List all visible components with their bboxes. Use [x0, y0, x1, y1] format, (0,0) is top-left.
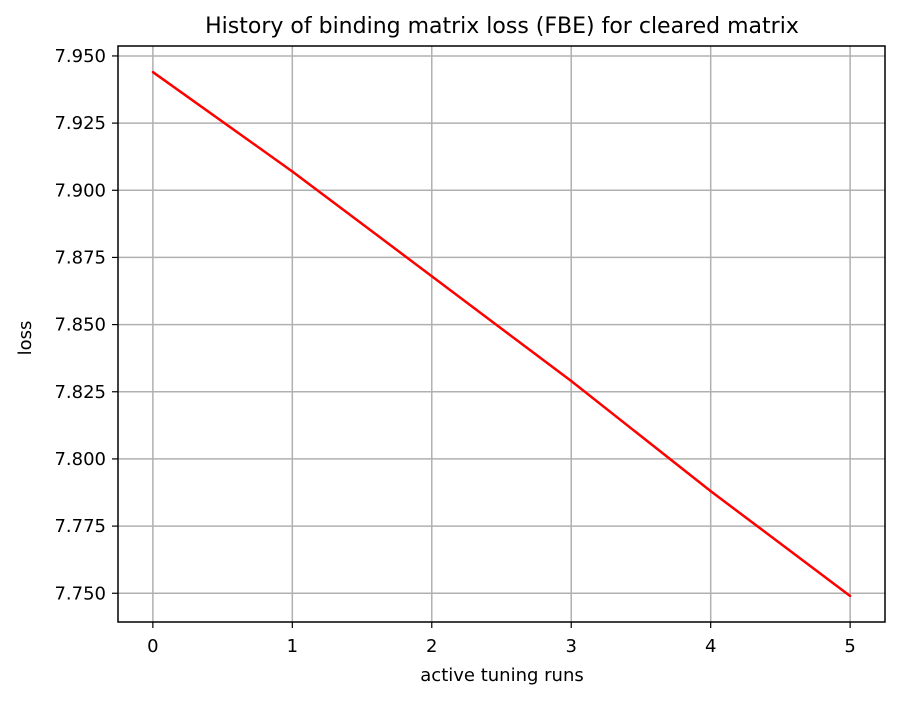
- y-tick-label: 7.900: [54, 180, 106, 201]
- y-tick-label: 7.850: [54, 315, 106, 336]
- x-tick-label: 3: [566, 636, 577, 657]
- data-point: [709, 489, 712, 493]
- y-tick-label: 7.875: [54, 247, 106, 268]
- y-tick-label: 7.775: [54, 516, 106, 537]
- y-tick-label: 7.825: [54, 382, 106, 403]
- x-tick-label: 5: [844, 636, 855, 657]
- y-tick-label: 7.800: [54, 449, 106, 470]
- x-tick-label: 1: [287, 636, 298, 657]
- y-axis-label: loss: [15, 321, 36, 356]
- chart-title: History of binding matrix loss (FBE) for…: [205, 14, 799, 39]
- data-point: [430, 275, 433, 278]
- y-tick-label: 7.750: [54, 583, 106, 604]
- plot-frame: [117, 45, 886, 623]
- x-axis: 0 1 2 3 4 5: [147, 622, 856, 657]
- x-axis-label: active tuning runs: [420, 665, 583, 686]
- y-tick-label: 7.925: [54, 113, 106, 134]
- data-point: [848, 594, 852, 598]
- grid: [118, 46, 885, 622]
- y-axis: 7.750 7.775 7.800 7.825 7.850 7.875 7.900 7.925…: [54, 46, 118, 604]
- x-tick-label: 0: [147, 636, 158, 657]
- x-tick-label: 4: [705, 636, 716, 657]
- series-layer: [151, 70, 852, 598]
- data-point: [291, 170, 294, 173]
- x-tick-label: 2: [426, 636, 437, 657]
- data-point: [151, 70, 155, 74]
- series-line-1: [152, 71, 851, 597]
- data-point: [570, 379, 573, 383]
- y-tick-label: 7.950: [54, 46, 106, 67]
